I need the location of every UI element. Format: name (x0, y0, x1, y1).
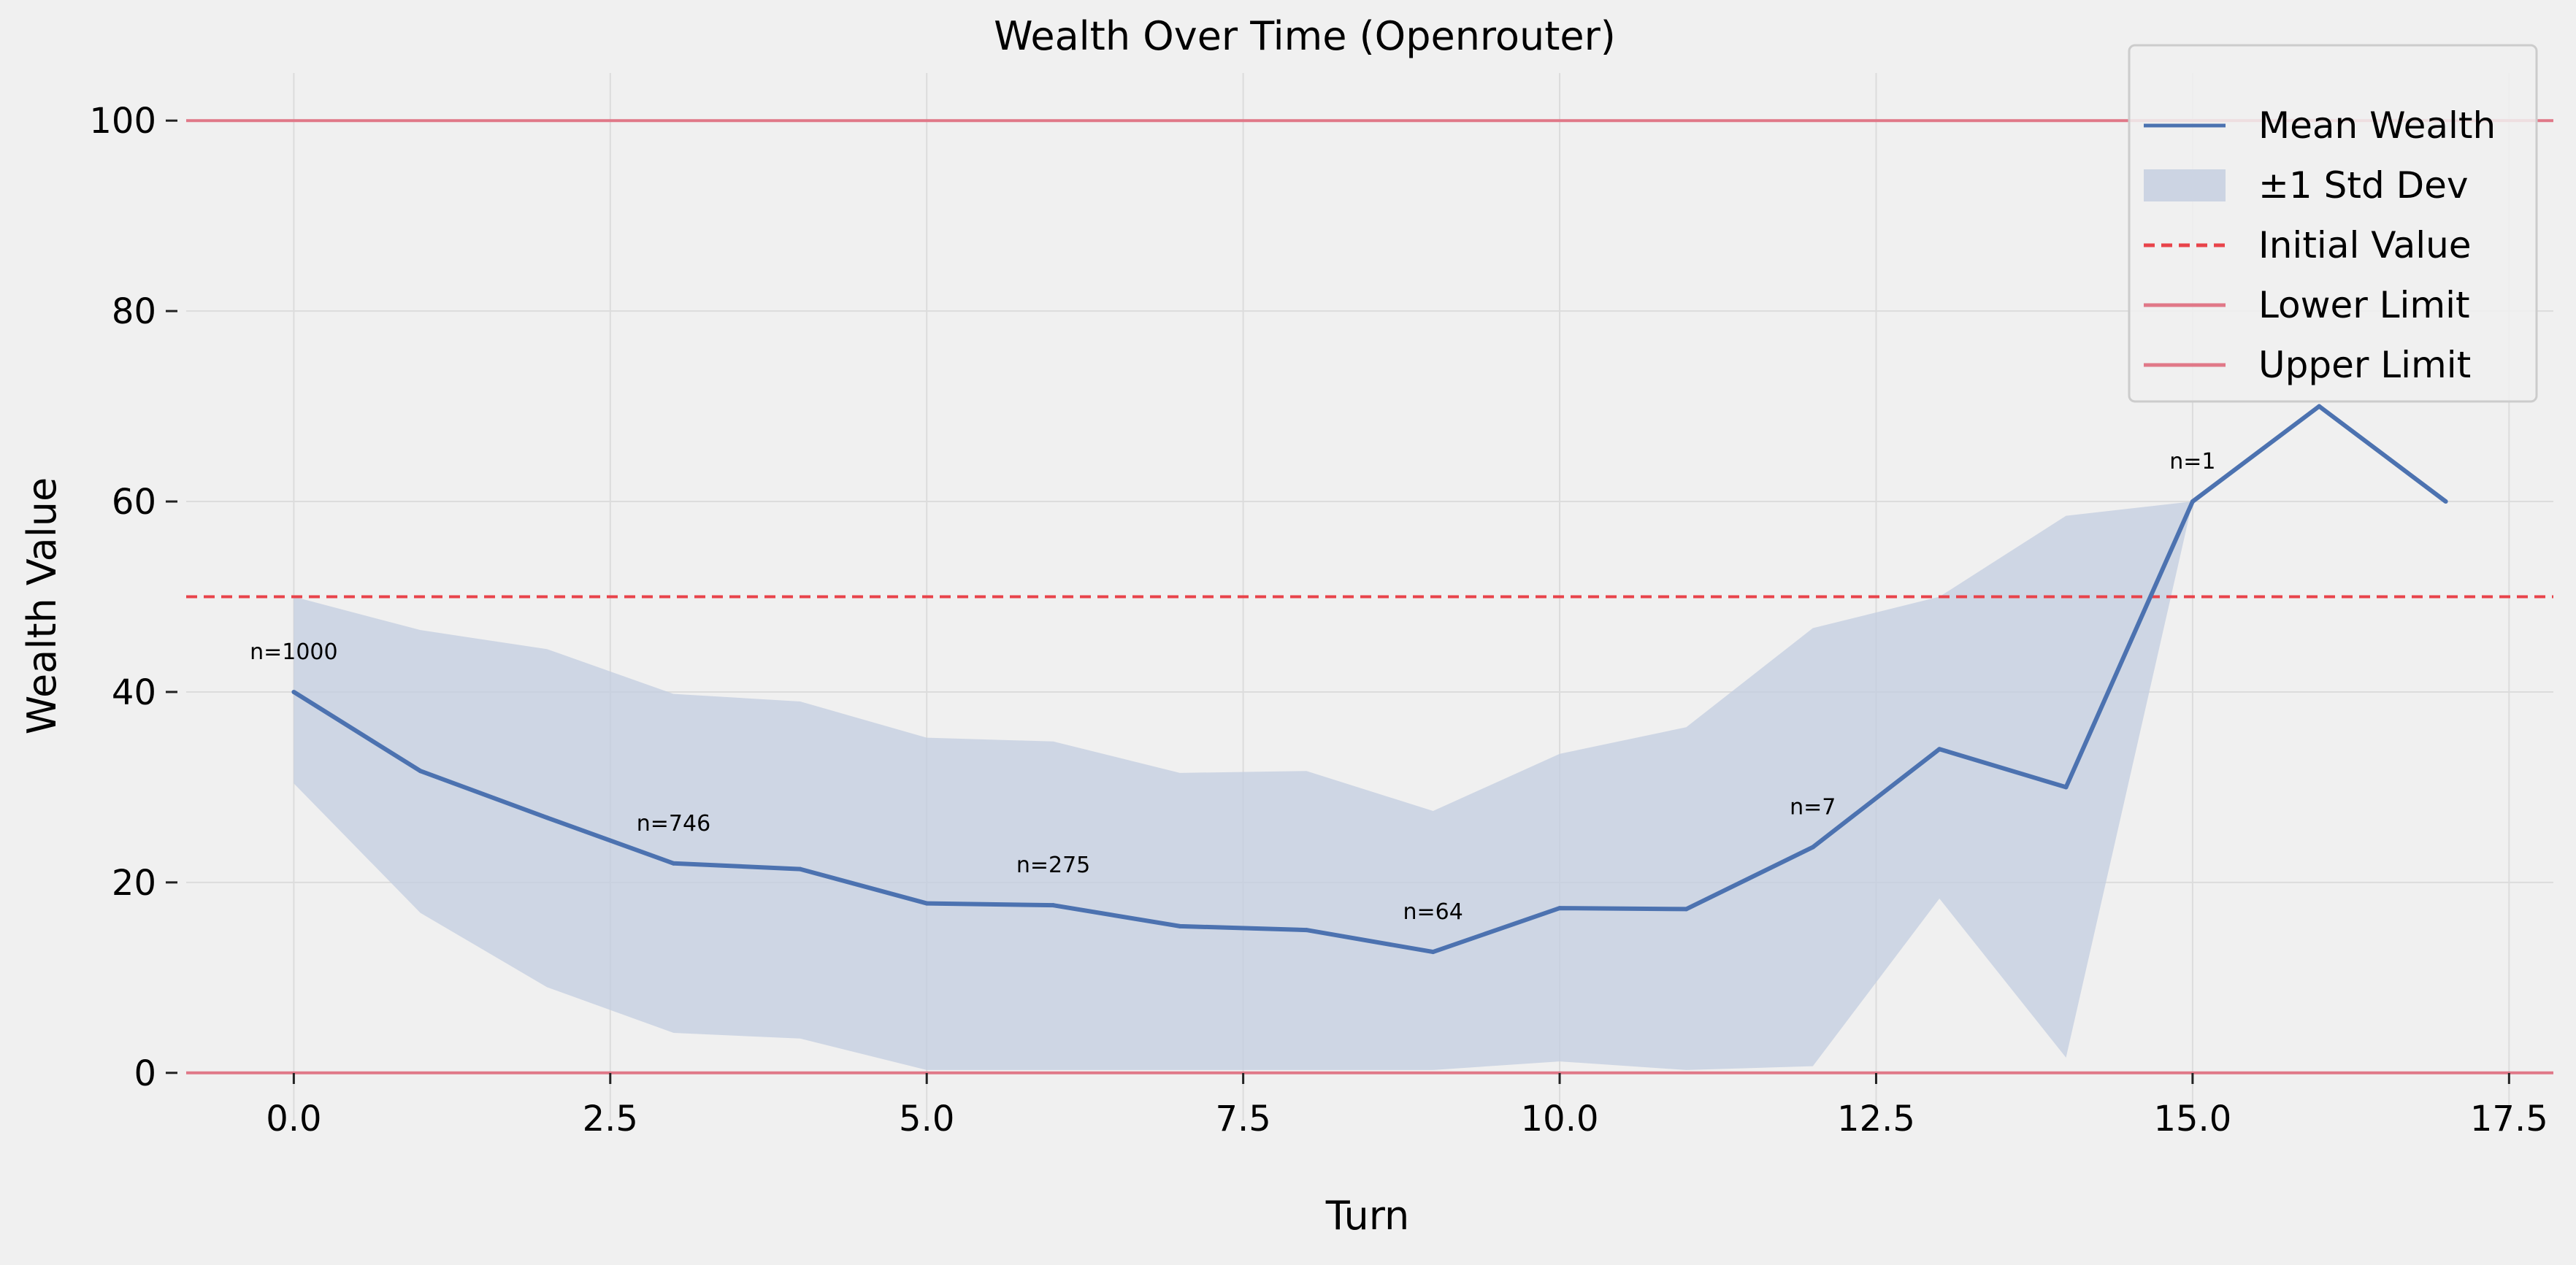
x-axis-label: Turn (1325, 1193, 1410, 1239)
mean-wealth-point (291, 689, 296, 694)
legend: Mean Wealth ±1 Std Dev Initial Value Lower … (2128, 44, 2538, 403)
mean-wealth-point (1684, 907, 1689, 912)
mean-wealth-point (1430, 950, 1435, 955)
legend-swatch-band (2144, 169, 2226, 201)
mean-wealth-point (418, 769, 423, 774)
y-tick-label: 80 (112, 291, 156, 332)
x-tick-label: 12.5 (1837, 1099, 1915, 1139)
std-dev-area (294, 501, 2193, 1070)
legend-label: Upper Limit (2258, 344, 2471, 386)
legend-label: Initial Value (2258, 224, 2472, 266)
x-tick-label: 10.0 (1521, 1099, 1599, 1139)
x-tick-label: 15.0 (2153, 1099, 2231, 1139)
legend-label: Mean Wealth (2258, 104, 2496, 147)
y-axis-label: Wealth Value (19, 477, 65, 734)
mean-wealth-point (1051, 903, 1056, 908)
x-tick-label: 7.5 (1215, 1099, 1270, 1139)
mean-wealth-point (1557, 906, 1563, 911)
y-tick-label: 20 (112, 863, 156, 904)
x-tick-label: 2.5 (583, 1099, 638, 1139)
mean-wealth-point (2063, 785, 2069, 790)
chart-title: Wealth Over Time (Openrouter) (994, 13, 1616, 59)
sample-size-label: n=746 (637, 811, 710, 837)
sample-size-label: n=7 (1790, 795, 1836, 820)
mean-wealth-point (1937, 747, 1942, 752)
mean-wealth-point (1177, 923, 1182, 928)
y-tick-label: 100 (89, 101, 156, 142)
legend-label: Lower Limit (2258, 284, 2470, 326)
legend-label: ±1 Std Dev (2258, 164, 2468, 207)
sample-size-label: n=1 (2169, 449, 2215, 474)
legend-box (2128, 44, 2538, 403)
mean-wealth-point (1810, 845, 1815, 850)
sample-size-label: n=1000 (250, 639, 338, 665)
mean-wealth-point (1304, 928, 1309, 933)
mean-wealth-point (2443, 499, 2448, 504)
mean-wealth-point (671, 861, 676, 866)
mean-wealth-line (292, 404, 2447, 955)
mean-wealth-point (797, 866, 802, 872)
x-tick-label: 17.5 (2470, 1099, 2548, 1139)
y-tick-label: 0 (134, 1053, 156, 1094)
sample-size-label: n=64 (1403, 899, 1463, 925)
x-tick-label: 5.0 (899, 1099, 954, 1139)
mean-wealth-point (2190, 499, 2195, 504)
x-tick-label: 0.0 (266, 1099, 321, 1139)
mean-wealth-point (924, 901, 929, 906)
y-tick-label: 60 (112, 482, 156, 523)
mean-wealth-point (545, 815, 550, 820)
axis-ticks: 0.0 2.5 5.0 7.5 10.0 12.5 15.0 17.5 0 20 40 60 80 100 (89, 101, 2548, 1139)
mean-wealth-point (2317, 404, 2322, 409)
mean-wealth-series (291, 404, 2448, 955)
std-dev-band (294, 501, 2193, 1070)
sample-size-label: n=275 (1016, 853, 1090, 878)
y-tick-label: 40 (112, 672, 156, 713)
sample-size-annotations: n=1000 n=746 n=275 n=64 n=7 n=1 (250, 449, 2215, 925)
